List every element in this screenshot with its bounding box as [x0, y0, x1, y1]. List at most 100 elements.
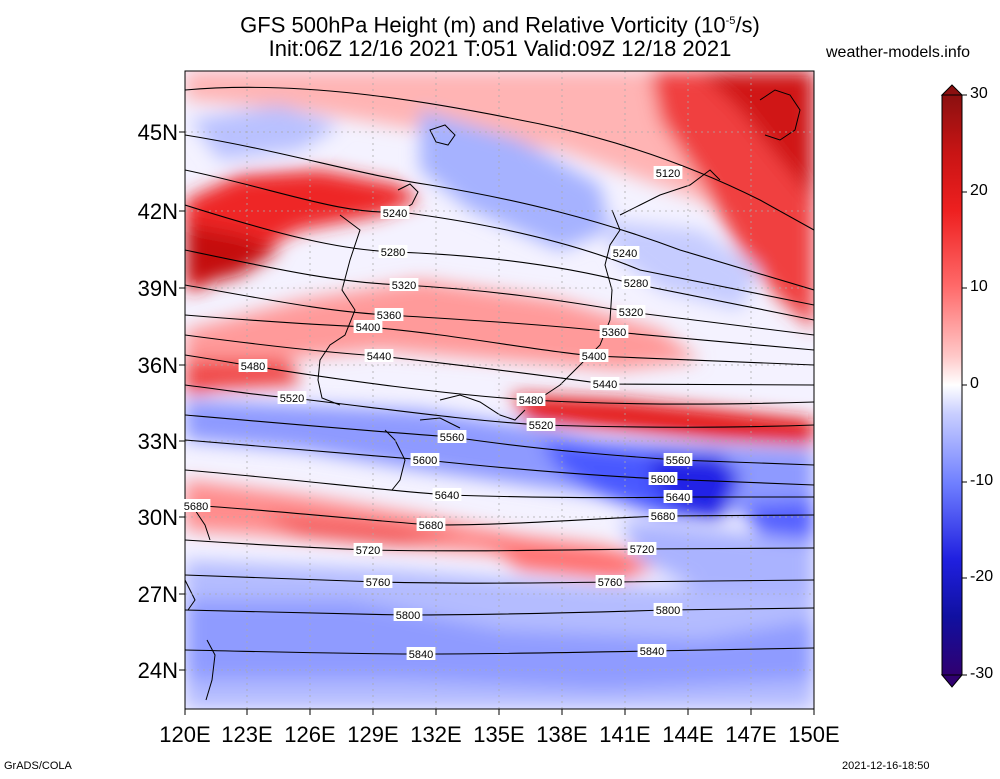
contour-label: 5640 [435, 490, 459, 502]
map-title-line2: Init:06Z 12/16 2021 T:051 Valid:09Z 12/1… [268, 36, 732, 61]
colorbar-label: -20 [970, 568, 994, 585]
lat-label: 39N [137, 276, 178, 301]
contour-label: 5400 [582, 351, 606, 363]
contour-label: 5640 [666, 492, 690, 504]
contour-label-bg [181, 499, 211, 512]
contour-label: 5560 [666, 455, 690, 467]
lat-label: 42N [137, 199, 178, 224]
contour-label-bg [648, 509, 678, 522]
contour-label-bg [663, 490, 693, 503]
contour-label-bg [393, 608, 423, 621]
lon-label: 150E [788, 722, 840, 747]
footer-timestamp: 2021-12-16-18:50 [842, 760, 930, 772]
vorticity-field [185, 71, 814, 709]
lon-label: 132E [410, 722, 462, 747]
map-title-line1: GFS 500hPa Height (m) and Relative Vorti… [240, 12, 760, 38]
contour-label-bg [277, 391, 307, 404]
contour-label-bg [410, 453, 440, 466]
lon-label: 123E [221, 722, 273, 747]
contour-label: 5480 [519, 395, 543, 407]
contour-label-bg [599, 325, 629, 338]
contour-label: 5560 [440, 432, 464, 444]
colorbar-label: 20 [970, 182, 988, 199]
contour-label: 5680 [419, 520, 443, 532]
contour-label: 5720 [356, 545, 380, 557]
contour-label: 5320 [392, 280, 416, 292]
lat-label: 27N [137, 582, 178, 607]
contour-label-bg [363, 575, 393, 588]
contour-label: 5600 [413, 455, 437, 467]
contour-label-bg [637, 644, 667, 657]
contour-label: 5600 [651, 474, 675, 486]
colorbar-label: 30 [970, 85, 988, 102]
contour-label: 5480 [241, 361, 265, 373]
contour-label: 5120 [656, 168, 680, 180]
lat-label: 45N [137, 120, 178, 145]
colorbar-label: -30 [970, 665, 994, 682]
lat-label: 30N [137, 505, 178, 530]
colorbar [940, 84, 967, 688]
lat-label: 24N [137, 658, 178, 683]
contour-label-bg [610, 246, 640, 259]
lon-label: 141E [599, 722, 651, 747]
contour-label: 5800 [656, 605, 680, 617]
colorbar-label: 10 [970, 278, 988, 295]
colorbar-label: -10 [970, 472, 994, 489]
lon-label: 135E [473, 722, 525, 747]
lon-label: 120E [159, 722, 211, 747]
contour-label: 5280 [381, 247, 405, 259]
contour-labels: 5120524052405280528053205320536053605400… [181, 166, 693, 661]
contour-label-bg [627, 542, 657, 555]
contour-label: 5680 [651, 511, 675, 523]
contour-label: 5440 [367, 351, 391, 363]
lon-label: 144E [662, 722, 714, 747]
contour-label-bg [616, 305, 646, 318]
contour-label: 5520 [280, 393, 304, 405]
contour-label: 5320 [619, 307, 643, 319]
contour-label-bg [238, 359, 268, 372]
contour-label: 5440 [593, 379, 617, 391]
contour-label: 5720 [630, 544, 654, 556]
contour-label: 5680 [184, 501, 208, 513]
contour-label-bg [516, 393, 546, 406]
contour-label-bg [432, 488, 462, 501]
contour-label-bg [579, 349, 609, 362]
contour-label: 5520 [529, 420, 553, 432]
contour-label-bg [406, 647, 436, 660]
contour-label-bg [374, 308, 404, 321]
contour-label: 5240 [383, 208, 407, 220]
contour-label: 5760 [598, 577, 622, 589]
contour-label-bg [380, 206, 410, 219]
lat-label: 36N [137, 353, 178, 378]
contour-label-bg [364, 349, 394, 362]
contour-label-bg [653, 166, 683, 179]
contour-label-bg [389, 278, 419, 291]
contour-label-bg [653, 603, 683, 616]
contour-label: 5280 [624, 278, 648, 290]
contour-label-bg [353, 320, 383, 333]
lon-label: 147E [725, 722, 777, 747]
contour-label: 5240 [613, 248, 637, 260]
contour-label-bg [648, 472, 678, 485]
contour-label-bg [437, 430, 467, 443]
contour-label-bg [416, 518, 446, 531]
colorbar-label: 0 [970, 375, 979, 392]
contour-label-bg [353, 543, 383, 556]
lon-label: 126E [284, 722, 336, 747]
contour-label: 5840 [640, 646, 664, 658]
contour-label-bg [621, 276, 651, 289]
contour-label: 5360 [377, 310, 401, 322]
contour-label-bg [526, 418, 556, 431]
contour-label-bg [590, 377, 620, 390]
lon-label: 138E [536, 722, 588, 747]
lon-label: 129E [347, 722, 399, 747]
contour-label-bg [378, 245, 408, 258]
axis-ticks [179, 131, 815, 715]
contour-label: 5840 [409, 649, 433, 661]
contour-label: 5800 [396, 610, 420, 622]
footer-software: GrADS/COLA [4, 760, 72, 772]
credit-site: weather-models.info [826, 44, 971, 61]
contour-label-bg [663, 453, 693, 466]
lat-label: 33N [137, 429, 178, 454]
